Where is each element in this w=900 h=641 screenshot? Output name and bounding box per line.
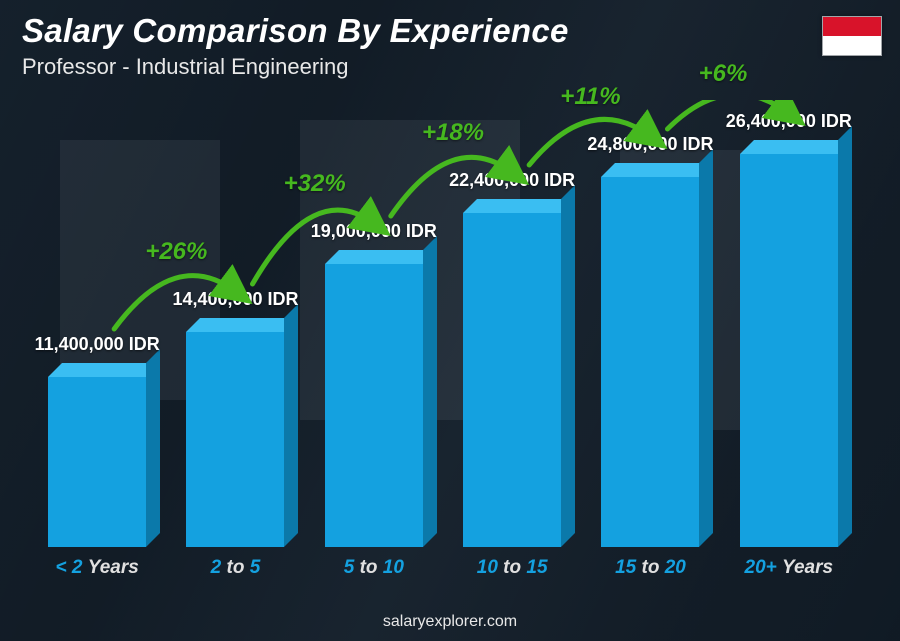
bar-body: 14,400,000 IDR <box>186 332 284 547</box>
bar-body: 22,400,000 IDR <box>463 213 561 547</box>
bar-side-face <box>146 349 160 547</box>
bar-body: 26,400,000 IDR <box>740 154 838 547</box>
bar-body: 24,800,000 IDR <box>601 177 699 547</box>
bar-top-face <box>601 163 713 177</box>
bar-x-label: 15 to 20 <box>615 557 686 579</box>
growth-pct-3: +18% <box>422 119 484 147</box>
page-subtitle: Professor - Industrial Engineering <box>22 54 349 80</box>
bars-container: 11,400,000 IDR< 2 Years14,400,000 IDR2 t… <box>28 100 858 547</box>
bar-top-face <box>325 250 437 264</box>
bar-side-face <box>423 236 437 547</box>
growth-pct-4: +11% <box>560 83 620 111</box>
bar-value-label: 14,400,000 IDR <box>172 289 298 310</box>
bar-front-face <box>740 154 838 547</box>
bar-value-label: 11,400,000 IDR <box>35 334 160 355</box>
bar-0: 11,400,000 IDR< 2 Years <box>28 100 166 547</box>
bar-side-face <box>699 149 713 547</box>
bar-4: 24,800,000 IDR15 to 20 <box>581 100 719 547</box>
growth-pct-2: +32% <box>284 170 346 198</box>
bar-top-face <box>48 363 160 377</box>
growth-pct-1: +26% <box>145 238 207 266</box>
bar-2: 19,000,000 IDR5 to 10 <box>305 100 443 547</box>
page-title: Salary Comparison By Experience <box>22 12 569 50</box>
bar-front-face <box>325 264 423 547</box>
flag-icon <box>822 16 882 56</box>
bar-value-label: 26,400,000 IDR <box>726 111 852 132</box>
bar-body: 19,000,000 IDR <box>325 264 423 547</box>
bar-front-face <box>601 177 699 547</box>
bar-chart: 11,400,000 IDR< 2 Years14,400,000 IDR2 t… <box>28 100 858 581</box>
bar-top-face <box>186 318 298 332</box>
bar-side-face <box>838 126 852 547</box>
bar-x-label: 10 to 15 <box>477 557 548 579</box>
bar-3: 22,400,000 IDR10 to 15 <box>443 100 581 547</box>
bar-front-face <box>463 213 561 547</box>
bar-x-label: 5 to 10 <box>344 557 404 579</box>
bar-top-face <box>740 140 852 154</box>
bar-front-face <box>186 332 284 547</box>
bar-side-face <box>284 304 298 547</box>
flag-top <box>823 17 881 36</box>
bar-1: 14,400,000 IDR2 to 5 <box>166 100 304 547</box>
bar-x-label: < 2 Years <box>56 557 139 579</box>
bar-x-label: 20+ Years <box>745 557 834 579</box>
bar-x-label: 2 to 5 <box>211 557 261 579</box>
bar-body: 11,400,000 IDR <box>48 377 146 547</box>
bar-value-label: 19,000,000 IDR <box>311 221 437 242</box>
chart-stage: Salary Comparison By Experience Professo… <box>0 0 900 641</box>
flag-bottom <box>823 36 881 55</box>
bar-value-label: 22,400,000 IDR <box>449 170 575 191</box>
bar-5: 26,400,000 IDR20+ Years <box>720 100 858 547</box>
bar-value-label: 24,800,000 IDR <box>587 134 713 155</box>
growth-pct-5: +6% <box>699 60 748 88</box>
bar-top-face <box>463 199 575 213</box>
footer-attribution: salaryexplorer.com <box>0 613 900 631</box>
bar-side-face <box>561 185 575 547</box>
bar-front-face <box>48 377 146 547</box>
